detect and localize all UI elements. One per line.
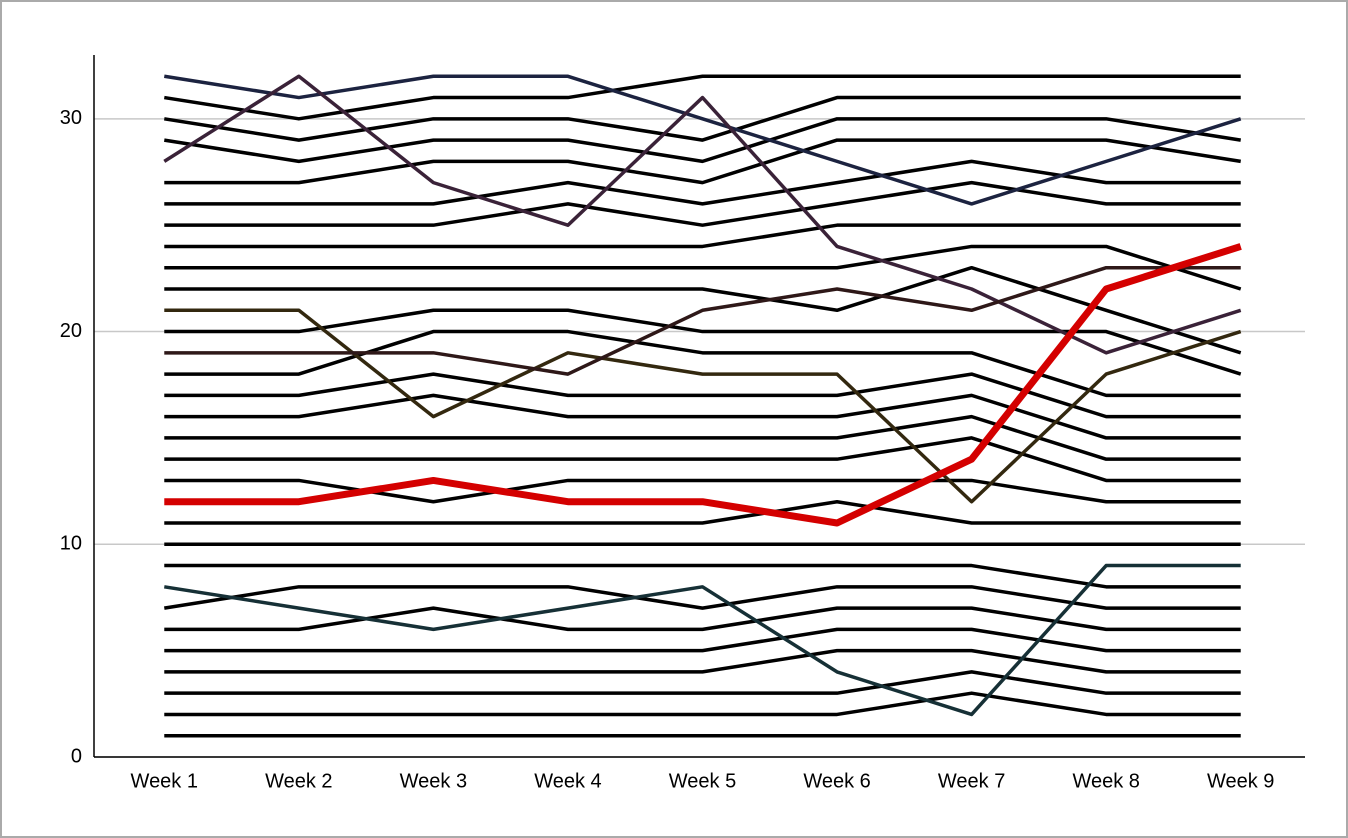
x-tick-label: Week 2 — [265, 770, 332, 792]
series-line — [164, 478, 1241, 504]
y-tick-label: 30 — [60, 107, 82, 129]
series-line — [164, 180, 1241, 227]
series-line — [164, 243, 1242, 527]
series-line — [163, 74, 1242, 355]
series-line — [164, 648, 1241, 674]
series-line — [164, 95, 1241, 142]
y-tick-label: 0 — [71, 745, 82, 767]
x-tick-label: Week 7 — [938, 770, 1005, 792]
x-tick-label: Week 3 — [400, 770, 467, 792]
series-line — [164, 606, 1241, 632]
y-tick-label: 10 — [60, 533, 82, 555]
series-line — [164, 329, 1241, 398]
series-line — [164, 74, 1242, 206]
series-line — [164, 308, 1242, 504]
x-tick-label: Week 8 — [1072, 770, 1139, 792]
x-tick-label: Week 4 — [534, 770, 601, 792]
y-tick-label: 20 — [60, 320, 82, 342]
series-line — [164, 138, 1241, 185]
series-line — [164, 627, 1241, 653]
series-line — [164, 393, 1241, 440]
series-line — [164, 563, 1241, 717]
series-line — [164, 414, 1241, 461]
series-line — [164, 265, 1242, 355]
series-line — [164, 585, 1241, 610]
series-line — [164, 436, 1241, 483]
series-line — [164, 372, 1241, 419]
series-line — [164, 244, 1242, 291]
x-tick-label: Week 6 — [803, 770, 870, 792]
series-line — [164, 499, 1241, 525]
series-line — [164, 223, 1241, 249]
x-tick-label: Week 5 — [669, 770, 736, 792]
series-line — [164, 670, 1241, 695]
series-line — [164, 563, 1241, 589]
series-line — [164, 691, 1241, 717]
x-tick-label: Week 1 — [131, 770, 198, 792]
x-tick-label: Week 9 — [1207, 770, 1274, 792]
series-line — [164, 265, 1241, 376]
series-line — [164, 117, 1241, 164]
